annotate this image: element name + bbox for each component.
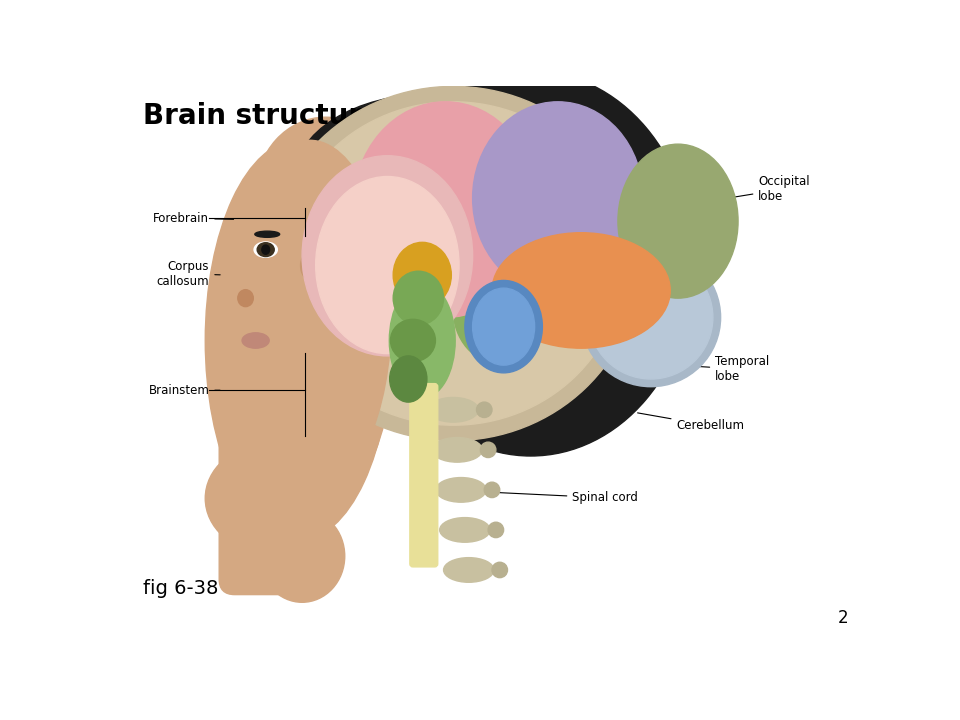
Ellipse shape bbox=[391, 320, 436, 361]
Text: Forebrain: Forebrain bbox=[154, 212, 301, 225]
FancyBboxPatch shape bbox=[410, 384, 438, 567]
Ellipse shape bbox=[492, 562, 508, 577]
Ellipse shape bbox=[305, 256, 318, 275]
Ellipse shape bbox=[399, 275, 442, 321]
Ellipse shape bbox=[368, 71, 693, 456]
Ellipse shape bbox=[259, 510, 345, 603]
Text: Medulla
oblongata: Medulla oblongata bbox=[239, 408, 369, 436]
Ellipse shape bbox=[440, 518, 490, 542]
Ellipse shape bbox=[432, 438, 482, 462]
Ellipse shape bbox=[205, 444, 329, 552]
Text: fig 6-38: fig 6-38 bbox=[143, 580, 219, 598]
Ellipse shape bbox=[390, 356, 427, 402]
Ellipse shape bbox=[238, 289, 253, 307]
Text: Occipital
lobe: Occipital lobe bbox=[702, 175, 810, 203]
Ellipse shape bbox=[484, 482, 500, 498]
Text: Pons: Pons bbox=[277, 384, 376, 397]
Ellipse shape bbox=[390, 283, 455, 398]
Ellipse shape bbox=[618, 144, 738, 298]
Ellipse shape bbox=[254, 231, 279, 238]
Ellipse shape bbox=[472, 102, 643, 294]
Ellipse shape bbox=[453, 256, 546, 364]
Ellipse shape bbox=[428, 397, 478, 422]
Text: 2: 2 bbox=[838, 609, 849, 627]
Ellipse shape bbox=[588, 256, 713, 379]
Ellipse shape bbox=[255, 117, 396, 271]
Ellipse shape bbox=[436, 477, 486, 503]
Ellipse shape bbox=[205, 140, 392, 541]
Ellipse shape bbox=[480, 442, 496, 457]
Ellipse shape bbox=[394, 271, 444, 325]
Ellipse shape bbox=[465, 280, 542, 373]
Text: Frontal lobe: Frontal lobe bbox=[421, 137, 491, 172]
Ellipse shape bbox=[283, 102, 624, 426]
Ellipse shape bbox=[316, 176, 459, 354]
Ellipse shape bbox=[476, 402, 492, 418]
Ellipse shape bbox=[242, 333, 269, 348]
Ellipse shape bbox=[254, 242, 277, 257]
Ellipse shape bbox=[234, 279, 256, 306]
Text: Cerebellum: Cerebellum bbox=[637, 413, 745, 432]
Ellipse shape bbox=[581, 248, 721, 387]
Ellipse shape bbox=[302, 156, 472, 356]
Ellipse shape bbox=[267, 86, 639, 441]
Ellipse shape bbox=[217, 144, 396, 521]
Text: Spinal cord: Spinal cord bbox=[493, 491, 638, 504]
Text: Brainstem: Brainstem bbox=[149, 384, 301, 397]
Ellipse shape bbox=[262, 245, 270, 254]
Text: Midbrain: Midbrain bbox=[252, 361, 379, 377]
Ellipse shape bbox=[472, 288, 535, 365]
Ellipse shape bbox=[492, 233, 670, 348]
Ellipse shape bbox=[228, 140, 392, 495]
Text: Corpus
callosum: Corpus callosum bbox=[156, 260, 318, 288]
Text: Cerebrum
Diencephalon: Cerebrum Diencephalon bbox=[312, 204, 393, 233]
FancyBboxPatch shape bbox=[219, 348, 320, 595]
Ellipse shape bbox=[444, 557, 494, 582]
Ellipse shape bbox=[352, 102, 539, 318]
Ellipse shape bbox=[488, 522, 504, 538]
Text: Brain structure: Brain structure bbox=[143, 102, 381, 130]
Ellipse shape bbox=[300, 251, 323, 280]
Ellipse shape bbox=[394, 243, 451, 307]
Text: Temporal
lobe: Temporal lobe bbox=[653, 355, 770, 383]
Ellipse shape bbox=[257, 243, 275, 256]
Text: Parietal lobe: Parietal lobe bbox=[522, 137, 596, 173]
Ellipse shape bbox=[295, 94, 565, 264]
